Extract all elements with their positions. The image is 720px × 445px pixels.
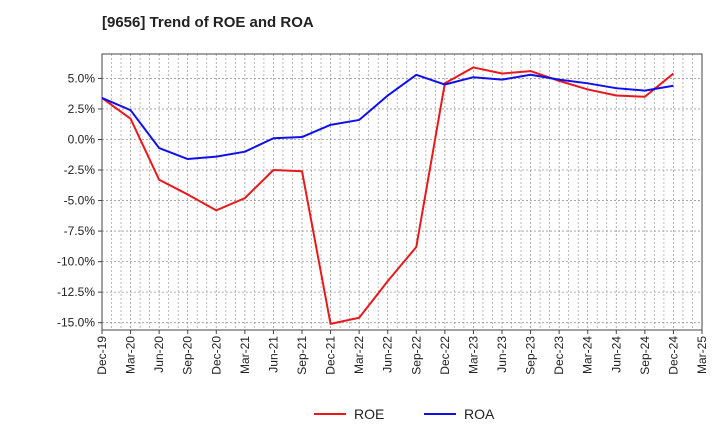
plot-area [102,54,702,330]
y-tick-label: -15.0% [57,316,95,330]
y-tick-label: -7.5% [64,224,96,238]
x-tick-label: Mar-24 [581,336,595,374]
y-tick-label: 5.0% [68,71,96,85]
plot-border [101,53,703,331]
y-tick-label: -5.0% [64,194,96,208]
y-tick-label: -2.5% [64,163,96,177]
x-tick-label: Mar-21 [238,336,252,374]
x-tick-label: Jun-22 [381,336,395,373]
x-tick-label: Dec-19 [95,336,109,375]
legend-label-roe: ROE [354,406,384,422]
x-tick-label: Dec-20 [209,336,223,375]
legend-label-roa: ROA [464,406,495,422]
x-tick-label: Jun-23 [495,336,509,373]
series-line-roe [101,66,675,325]
x-tick-label: Mar-20 [124,336,138,374]
y-tick-label: -12.5% [57,285,95,299]
x-tick-label: Dec-24 [666,336,680,375]
x-tick-label: Sep-24 [638,336,652,375]
x-tick-label: Mar-22 [352,336,366,374]
y-tick-label: 0.0% [68,132,96,146]
x-tick-label: Sep-20 [181,336,195,375]
x-tick-label: Mar-25 [695,336,709,374]
x-tick-label: Jun-21 [266,336,280,373]
x-tick-label: Jun-20 [152,336,166,373]
y-tick-label: -10.0% [57,255,95,269]
x-tick-label: Jun-24 [609,336,623,373]
x-tick-label: Sep-23 [524,336,538,375]
y-tick-label: 2.5% [68,102,96,116]
chart-title: [9656] Trend of ROE and ROA [102,14,314,31]
x-tick-label: Dec-22 [438,336,452,375]
x-tick-label: Sep-22 [409,336,423,375]
series-line-roa [101,73,674,161]
x-tick-label: Dec-23 [552,336,566,375]
x-tick-label: Dec-21 [324,336,338,375]
x-tick-label: Mar-23 [466,336,480,374]
x-tick-label: Sep-21 [295,336,309,375]
